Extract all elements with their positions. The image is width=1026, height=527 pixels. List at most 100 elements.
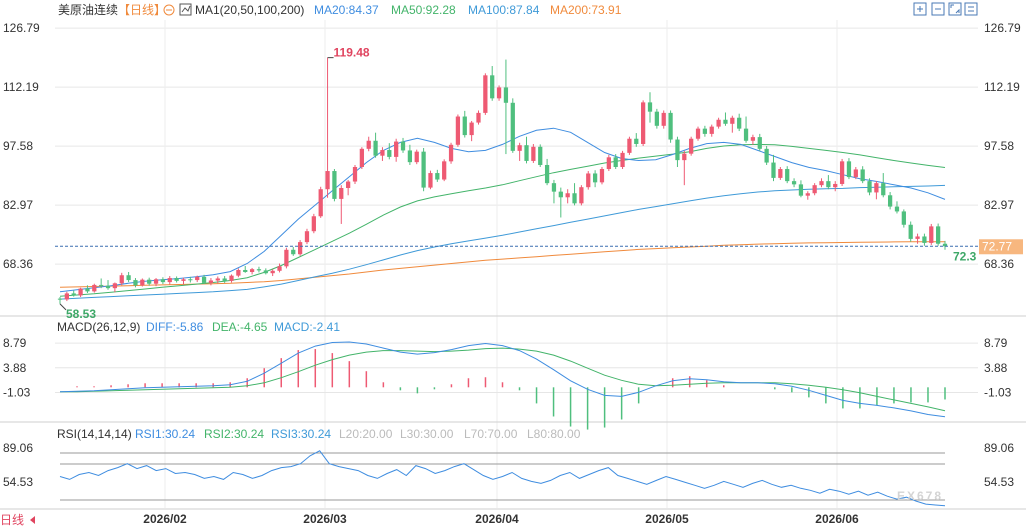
candle-59 [462,110,467,138]
candle-body [908,224,913,239]
candle-body [565,193,570,198]
candle-113 [833,181,838,192]
candle-85 [641,100,646,146]
candle-body [57,298,63,300]
candle-body [510,102,515,151]
candle-body [442,161,447,180]
candle-body [387,150,392,157]
macd-dea-line [60,347,946,412]
candle-body [647,102,653,112]
candle-body [435,173,440,180]
candle-12 [140,278,145,287]
candle-body [167,278,172,283]
candle-15 [160,277,166,285]
candle-9 [119,272,124,286]
candle-6 [99,278,104,289]
candle-body [229,275,234,281]
candle-21 [201,274,207,285]
price-tick-left-1: 112.19 [3,80,39,94]
rsi-tick-left-1: 54.53 [3,475,33,489]
low-price-label: 58.53 [66,307,96,321]
candle-body [867,181,872,193]
rsi3-value: RSI3:30.24 [271,427,331,441]
macd-diff-line [59,341,946,418]
candle-body [702,128,708,134]
candle-76 [579,185,584,206]
candle-86 [647,92,653,123]
candle-body [517,145,522,151]
candle-body [304,231,310,243]
candle-41 [339,185,344,224]
candle-body [627,138,632,153]
date-axis: 2026/02 2026/03 2026/04 2026/05 2026/06 [143,512,859,526]
candle-46 [373,132,378,158]
candle-26 [236,268,241,278]
candle-78 [592,170,598,188]
candle-body [695,128,701,139]
price-tick-right-4: 68.36 [984,257,1014,271]
candle-127 [929,223,934,245]
candle-80 [606,154,611,172]
candle-94 [702,125,708,137]
period-toggle-icon[interactable] [163,4,175,16]
price-tick-right-2: 97.58 [984,139,1014,153]
zoom-in-icon[interactable] [913,2,927,16]
candle-body [654,111,659,126]
candle-45 [366,136,371,152]
ma200-value: MA200:73.91 [550,3,622,17]
candle-37 [311,213,316,234]
candle-body [716,119,721,127]
indicator-settings-icon[interactable] [179,3,192,16]
zoom-out-icon[interactable] [931,2,945,16]
candle-96 [716,117,721,129]
candle-body [476,112,481,123]
candle-body [544,164,550,184]
candle-body [805,193,810,196]
candle-body [730,117,735,124]
candle-body [613,157,618,167]
candle-22 [208,278,214,286]
candle-body [325,171,330,190]
candle-126 [922,233,927,246]
candle-69 [531,143,536,163]
candle-body [195,276,200,281]
settings-icon[interactable] [964,2,978,16]
candle-body [538,146,543,165]
macd-tick-right-2: -1.03 [984,385,1012,399]
candle-73 [558,187,563,218]
candle-body [483,75,488,113]
candle-body [771,162,776,178]
candle-body [723,119,728,124]
candle-body [764,148,769,163]
candle-body [503,87,509,103]
candle-25 [229,274,234,283]
macd-histogram-value: MACD:-2.41 [274,320,340,334]
candle-body [881,183,886,196]
fullscreen-icon[interactable] [948,2,962,16]
candle-30 [263,268,268,275]
candle-11 [133,278,138,288]
candle-18 [181,277,186,285]
candle-body [71,293,76,296]
candle-97 [723,112,728,126]
candle-39 [325,57,330,198]
candle-body [119,275,124,284]
candle-2 [71,290,76,297]
candle-body [661,112,666,126]
macd-header: MACD(26,12,9) DIFF:-5.86 DEA:-4.65 MACD:… [57,320,340,334]
period-selector[interactable]: 【日线】 [118,3,166,17]
candle-4 [85,285,90,293]
candle-body [798,184,804,196]
candle-body [620,152,625,167]
candle-body [222,278,227,281]
price-tick-left-3: 82.97 [3,198,33,212]
svg-text:日线: 日线 [0,513,24,527]
candle-89 [668,110,673,143]
macd-dea-value: DEA:-4.65 [212,320,268,334]
candlestick-series[interactable] [57,57,948,304]
candle-body [572,193,577,204]
candle-body [188,279,193,281]
candle-body [78,288,83,296]
ma20-line [59,127,946,293]
